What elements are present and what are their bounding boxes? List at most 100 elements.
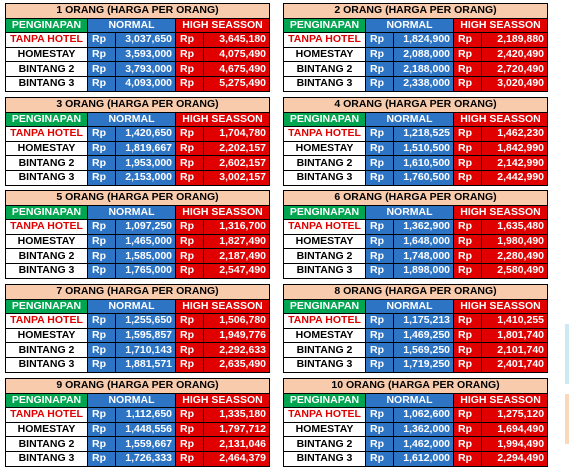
table-row: BINTANG 3 Rp 1,898,000 Rp 2,580,490 — [283, 262, 548, 279]
accommodation-name: HOMESTAY — [5, 327, 88, 344]
price-normal: 1,362,900 — [393, 219, 454, 235]
table-title: 10 ORANG (HARGA PER ORANG) — [282, 378, 549, 394]
price-normal: 4,093,000 — [115, 75, 176, 92]
currency-normal: Rp — [365, 421, 394, 438]
currency-high-season: Rp — [175, 219, 204, 235]
table-row: BINTANG 2 Rp 1,710,143 Rp 2,292,633 — [5, 342, 270, 358]
currency-high-season: Rp — [175, 436, 204, 452]
currency-high-season: Rp — [175, 407, 204, 423]
currency-normal: Rp — [87, 126, 116, 142]
price-normal: 1,648,000 — [393, 233, 454, 250]
accommodation-name: BINTANG 2 — [5, 61, 88, 77]
table-row: TANPA HOTEL Rp 3,037,650 Rp 3,645,180 — [5, 32, 270, 48]
accommodation-name: BINTANG 2 — [5, 436, 88, 452]
accommodation-name: HOMESTAY — [5, 46, 88, 63]
table-row: HOMESTAY Rp 1,819,667 Rp 2,202,157 — [5, 140, 270, 157]
header-high-season: HIGH SEASSON — [453, 298, 548, 315]
table-row: HOMESTAY Rp 1,469,250 Rp 1,801,740 — [283, 327, 548, 344]
table-title: 5 ORANG (HARGA PER ORANG) — [5, 190, 270, 206]
currency-normal: Rp — [365, 32, 394, 48]
price-table-1: 1 ORANG (HARGA PER ORANG) PENGINAPAN NOR… — [5, 3, 270, 92]
price-high-season: 2,189,880 — [481, 32, 548, 48]
currency-normal: Rp — [87, 356, 116, 373]
header-high-season: HIGH SEASSON — [175, 111, 270, 128]
table-title: 9 ORANG (HARGA PER ORANG) — [5, 378, 270, 394]
header-penginapan: PENGINAPAN — [283, 392, 366, 409]
price-high-season: 1,801,740 — [481, 327, 548, 344]
currency-high-season: Rp — [453, 248, 482, 264]
currency-normal: Rp — [87, 140, 116, 157]
accommodation-name: BINTANG 2 — [283, 61, 366, 77]
price-normal: 1,824,900 — [393, 32, 454, 48]
table-row: BINTANG 3 Rp 1,612,000 Rp 2,294,490 — [283, 450, 549, 467]
table-title-row: 6 ORANG (HARGA PER ORANG) — [283, 190, 548, 206]
price-normal: 1,465,000 — [115, 233, 176, 250]
table-title: 4 ORANG (HARGA PER ORANG) — [283, 97, 548, 113]
price-normal: 1,612,000 — [393, 450, 454, 467]
currency-high-season: Rp — [175, 450, 204, 467]
accommodation-name: HOMESTAY — [283, 421, 366, 438]
price-normal: 1,710,143 — [115, 342, 176, 358]
currency-normal: Rp — [87, 342, 116, 358]
price-high-season: 1,275,120 — [480, 407, 549, 423]
price-normal: 2,188,000 — [393, 61, 454, 77]
currency-normal: Rp — [87, 248, 116, 264]
table-row: BINTANG 3 Rp 1,726,333 Rp 2,464,379 — [5, 450, 270, 467]
price-high-season: 5,275,490 — [203, 75, 270, 92]
table-row: BINTANG 3 Rp 1,765,000 Rp 2,547,490 — [5, 262, 270, 279]
currency-normal: Rp — [87, 327, 116, 344]
price-high-season: 1,827,490 — [203, 233, 270, 250]
currency-high-season: Rp — [175, 248, 204, 264]
currency-high-season: Rp — [453, 450, 482, 467]
price-high-season: 1,694,490 — [480, 421, 549, 438]
price-normal: 3,793,000 — [115, 61, 176, 77]
price-normal: 2,338,000 — [393, 75, 454, 92]
currency-normal: Rp — [87, 407, 116, 423]
accommodation-name: TANPA HOTEL — [283, 313, 366, 329]
header-high-season: HIGH SEASSON — [452, 392, 549, 409]
currency-high-season: Rp — [175, 327, 204, 344]
header-normal: NORMAL — [87, 111, 176, 128]
accommodation-name: HOMESTAY — [283, 327, 366, 344]
price-high-season: 4,675,490 — [203, 61, 270, 77]
table-row: TANPA HOTEL Rp 1,062,600 Rp 1,275,120 — [283, 407, 549, 423]
currency-high-season: Rp — [453, 140, 482, 157]
price-high-season: 2,142,990 — [481, 155, 548, 171]
header-normal: NORMAL — [365, 17, 454, 34]
price-high-season: 2,580,490 — [481, 262, 548, 279]
table-row: HOMESTAY Rp 1,648,000 Rp 1,980,490 — [283, 233, 548, 250]
table-row: BINTANG 2 Rp 1,748,000 Rp 2,280,490 — [283, 248, 548, 264]
table-row: HOMESTAY Rp 1,510,500 Rp 1,842,990 — [283, 140, 548, 157]
currency-high-season: Rp — [453, 155, 482, 171]
header-penginapan: PENGINAPAN — [5, 298, 88, 315]
accommodation-name: BINTANG 3 — [5, 450, 88, 467]
table-title: 8 ORANG (HARGA PER ORANG) — [283, 284, 548, 300]
price-normal: 2,088,000 — [393, 46, 454, 63]
table-header-row: PENGINAPAN NORMAL HIGH SEASSON — [5, 298, 270, 315]
price-high-season: 2,720,490 — [481, 61, 548, 77]
price-normal: 1,748,000 — [393, 248, 454, 264]
table-header-row: PENGINAPAN NORMAL HIGH SEASSON — [283, 111, 548, 128]
table-title-row: 1 ORANG (HARGA PER ORANG) — [5, 3, 270, 19]
header-normal: NORMAL — [87, 204, 176, 221]
currency-normal: Rp — [365, 262, 394, 279]
currency-normal: Rp — [365, 155, 394, 171]
header-normal: NORMAL — [87, 298, 176, 315]
price-high-season: 1,994,490 — [480, 436, 549, 452]
price-high-season: 2,602,157 — [203, 155, 270, 171]
price-high-season: 3,020,490 — [481, 75, 548, 92]
currency-normal: Rp — [365, 436, 394, 452]
price-normal: 1,881,571 — [115, 356, 176, 373]
currency-normal: Rp — [87, 450, 116, 467]
currency-normal: Rp — [87, 169, 116, 186]
price-high-season: 1,949,776 — [203, 327, 270, 344]
accommodation-name: BINTANG 2 — [5, 248, 88, 264]
accommodation-name: BINTANG 2 — [283, 342, 366, 358]
accommodation-name: BINTANG 3 — [5, 262, 88, 279]
price-normal: 2,153,000 — [115, 169, 176, 186]
price-high-season: 2,635,490 — [203, 356, 270, 373]
table-title-row: 3 ORANG (HARGA PER ORANG) — [5, 97, 270, 113]
table-row: TANPA HOTEL Rp 1,097,250 Rp 1,316,700 — [5, 219, 270, 235]
price-normal: 1,362,000 — [393, 421, 454, 438]
table-row: BINTANG 3 Rp 1,760,500 Rp 2,442,990 — [283, 169, 548, 186]
